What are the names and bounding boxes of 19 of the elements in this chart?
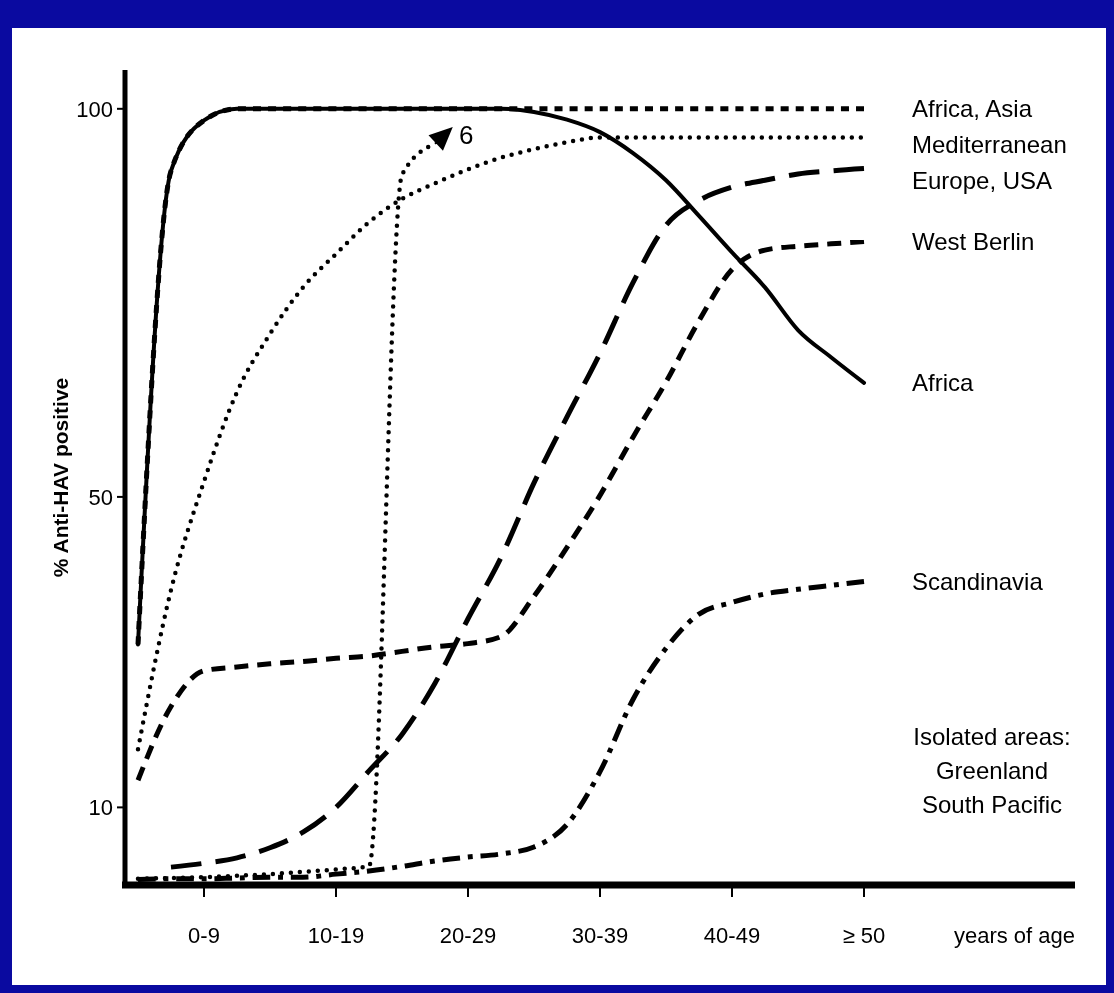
text: Africa, Asia xyxy=(912,95,1033,123)
annotation: Isolated areas: Greenland South Pacific xyxy=(913,723,1071,818)
x-tick-label: 30-39 xyxy=(571,923,629,948)
x-axis-title: years of age xyxy=(953,923,1075,948)
annotation: 6 xyxy=(459,119,474,150)
x-tick-label: 0-9 xyxy=(188,923,220,948)
y-tick-label: 50 xyxy=(88,484,113,510)
text: West Berlin xyxy=(912,227,1035,255)
text: Scandinavia xyxy=(912,567,1044,595)
y-tick-label: 10 xyxy=(88,795,113,821)
y-axis-title: % Anti-HAV positive xyxy=(49,377,72,578)
x-tick-label: 10-19 xyxy=(307,923,365,948)
text: Africa xyxy=(912,369,974,397)
text: Europe, USA xyxy=(912,167,1053,195)
x-tick-label: 20-29 xyxy=(439,923,497,948)
x-tick-label: ≥ 50 xyxy=(842,923,886,948)
y-tick-label: 100 xyxy=(76,96,113,122)
text: Mediterranean xyxy=(912,131,1067,159)
x-tick-label: 40-49 xyxy=(703,923,761,948)
